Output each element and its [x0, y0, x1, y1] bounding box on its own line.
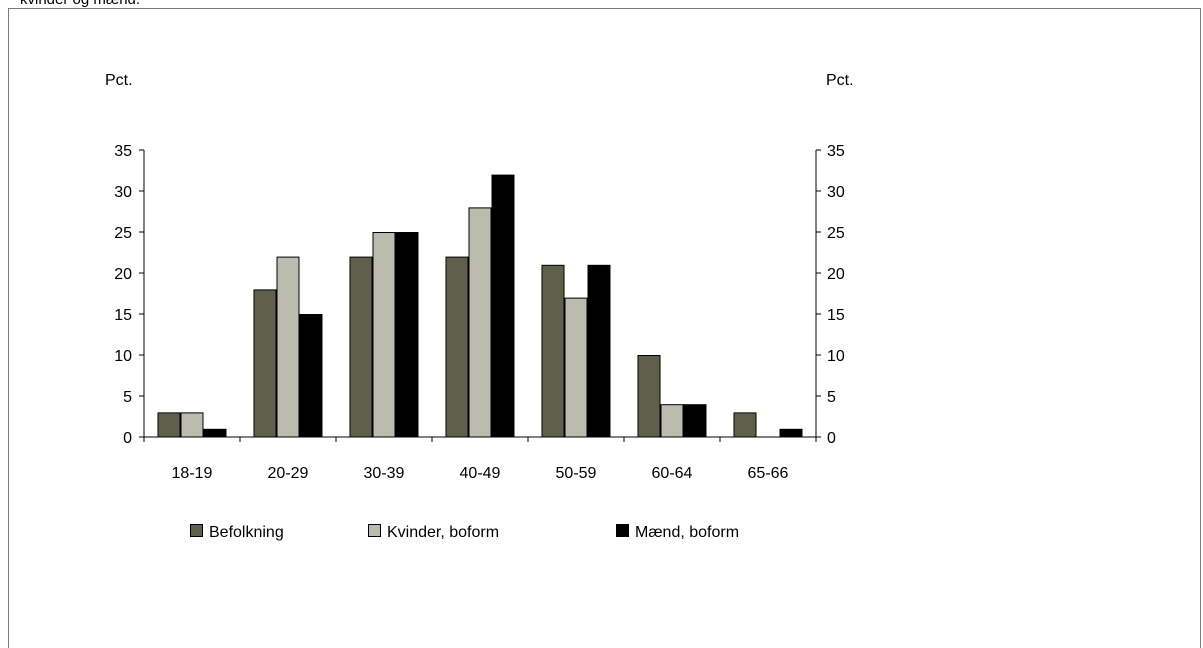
y-tick-label-left: 10	[114, 348, 132, 365]
bar	[468, 207, 492, 438]
legend-item: Kvinder, boform	[368, 524, 499, 541]
legend-swatch	[368, 524, 381, 537]
y-tick-label-right: 5	[827, 389, 836, 406]
y-tick-label-right: 25	[827, 225, 845, 242]
legend-label: Befolkning	[209, 524, 284, 541]
bar	[276, 256, 300, 438]
bar	[564, 297, 588, 438]
bar	[157, 412, 181, 438]
y-tick-label-left: 0	[123, 430, 132, 447]
bar	[395, 232, 419, 438]
bar	[491, 174, 515, 438]
legend-label: Kvinder, boform	[387, 524, 499, 541]
legend-item: Befolkning	[190, 524, 284, 541]
x-tick-label: 50-59	[556, 465, 597, 482]
bars-group	[157, 174, 803, 438]
bar	[541, 264, 565, 438]
y-tick-label-left: 25	[114, 225, 132, 242]
bar	[733, 412, 757, 438]
bar	[683, 404, 707, 438]
bar	[445, 256, 469, 438]
y-tick-label-right: 20	[827, 266, 845, 283]
y-tick-label-right: 10	[827, 348, 845, 365]
x-tick-label: 20-29	[268, 465, 309, 482]
bar	[203, 428, 227, 438]
bar	[180, 412, 204, 438]
bar	[587, 264, 611, 438]
y-axis-label-left: Pct.	[105, 72, 133, 89]
legend-item: Mænd, boform	[616, 524, 739, 541]
bar	[349, 256, 373, 438]
x-tick-label: 18-19	[172, 465, 213, 482]
x-tick-label: 30-39	[364, 465, 405, 482]
legend-label: Mænd, boform	[635, 524, 739, 541]
y-tick-label-right: 35	[827, 143, 845, 160]
legend-swatch	[616, 524, 629, 537]
x-tick-label: 65-66	[748, 465, 789, 482]
bar	[299, 314, 323, 438]
legend-swatch	[190, 524, 203, 537]
y-tick-label-left: 5	[123, 389, 132, 406]
chart-frame	[8, 8, 1201, 648]
bar	[779, 428, 803, 438]
bar	[253, 289, 277, 438]
x-tick-label: 60-64	[652, 465, 693, 482]
legend: Befolkning Kvinder, boform Mænd, boform	[190, 524, 739, 541]
y-tick-label-right: 30	[827, 184, 845, 201]
y-tick-label-left: 15	[114, 307, 132, 324]
y-tick-label-left: 20	[114, 266, 132, 283]
y-tick-label-right: 15	[827, 307, 845, 324]
bar-chart: Pct. Pct. 0 0 5 5 10 10 15 15 20 20 25 25 30 30 35 35 18…	[105, 72, 854, 541]
axes-group: 0 0 5 5 10 10 15 15 20 20 25 25 30 30 35 35 18-19 20-29 30…	[114, 143, 845, 482]
y-axis-label-right: Pct.	[826, 72, 854, 89]
y-tick-label-right: 0	[827, 430, 836, 447]
bar	[660, 404, 684, 438]
bar	[372, 232, 396, 438]
chart-caption: kvinder og mænd.	[20, 0, 140, 9]
y-tick-label-left: 30	[114, 184, 132, 201]
y-tick-label-left: 35	[114, 143, 132, 160]
x-tick-label: 40-49	[460, 465, 501, 482]
bar	[637, 355, 661, 438]
